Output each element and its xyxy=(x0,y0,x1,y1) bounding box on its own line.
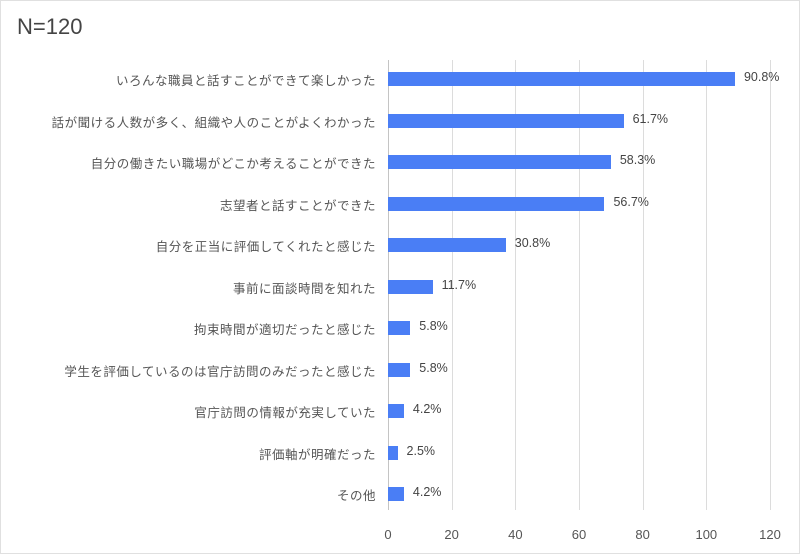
data-label: 90.8% xyxy=(743,70,780,84)
bar-row: 4.2% xyxy=(388,402,800,418)
bar[interactable] xyxy=(388,445,398,460)
data-label: 2.5% xyxy=(406,443,436,458)
bar[interactable] xyxy=(388,72,735,86)
x-tick-label: 120 xyxy=(759,527,781,542)
category-label: その他 xyxy=(336,488,376,503)
bar[interactable] xyxy=(388,196,605,211)
x-tick-label: 100 xyxy=(695,527,718,542)
x-tick-label: 0 xyxy=(384,527,392,542)
data-label: 56.7% xyxy=(613,194,649,209)
category-label: 官庁訪問の情報が充実していた xyxy=(194,405,376,420)
bar-row: 58.3% xyxy=(388,153,800,169)
bar[interactable] xyxy=(388,238,506,252)
bar[interactable] xyxy=(388,321,411,335)
data-label: 5.8% xyxy=(419,360,448,375)
x-tick-label: 40 xyxy=(508,527,523,542)
data-label: 61.7% xyxy=(632,111,669,126)
category-label: 自分を正当に評価してくれたと感じた xyxy=(155,239,376,254)
data-label: 58.3% xyxy=(619,153,656,167)
gridline xyxy=(706,60,708,510)
plot-area: 90.8% 61.7% 58.3% 56.7% 30.8% 11.7% 5.8% 5.8% 4.… xyxy=(388,60,779,510)
x-tick-label: 60 xyxy=(571,527,587,542)
gridline xyxy=(642,60,644,510)
data-label: 4.2% xyxy=(412,402,442,416)
data-label: 11.7% xyxy=(441,277,477,292)
data-label: 5.8% xyxy=(419,319,448,333)
bar-row: 4.2% xyxy=(388,485,800,501)
category-label: 自分の働きたい職場がどこか考えることができた xyxy=(90,156,376,171)
gridline xyxy=(579,60,580,510)
gridline xyxy=(451,60,453,510)
data-label: 4.2% xyxy=(412,485,442,499)
bar[interactable] xyxy=(388,362,411,377)
bar-row: 11.7% xyxy=(388,277,800,294)
category-label: 話が聞ける人数が多く、組織や人のことがよくわかった xyxy=(51,114,376,130)
chart-title: N=120 xyxy=(17,14,83,39)
gridline xyxy=(515,60,517,510)
bar-row: 5.8% xyxy=(388,319,800,335)
category-label: 志望者と話すことができた xyxy=(219,197,376,213)
category-label: 事前に面談時間を知れた xyxy=(232,280,376,296)
category-label: 学生を評価しているのは官庁訪問のみだったと感じた xyxy=(64,363,376,379)
bar[interactable] xyxy=(388,113,624,128)
bar[interactable] xyxy=(388,487,404,501)
gridline xyxy=(770,60,771,510)
bar[interactable] xyxy=(388,279,433,294)
category-label: 拘束時間が適切だったと感じた xyxy=(193,322,376,337)
bar-row: 61.7% xyxy=(388,111,800,128)
bar-row: 56.7% xyxy=(388,194,800,211)
x-tick-label: 80 xyxy=(635,527,650,542)
bar-row: 2.5% xyxy=(388,443,800,460)
bar-row: 5.8% xyxy=(388,360,800,377)
bar[interactable] xyxy=(388,155,611,169)
bar-row: 90.8% xyxy=(388,70,800,86)
bar[interactable] xyxy=(388,404,404,418)
category-label: いろんな職員と話すことができて楽しかった xyxy=(115,73,376,88)
data-label: 30.8% xyxy=(514,236,551,250)
category-label: 評価軸が明確だった xyxy=(258,446,376,462)
x-tick-label: 20 xyxy=(444,527,459,542)
bar-row: 30.8% xyxy=(388,236,800,252)
